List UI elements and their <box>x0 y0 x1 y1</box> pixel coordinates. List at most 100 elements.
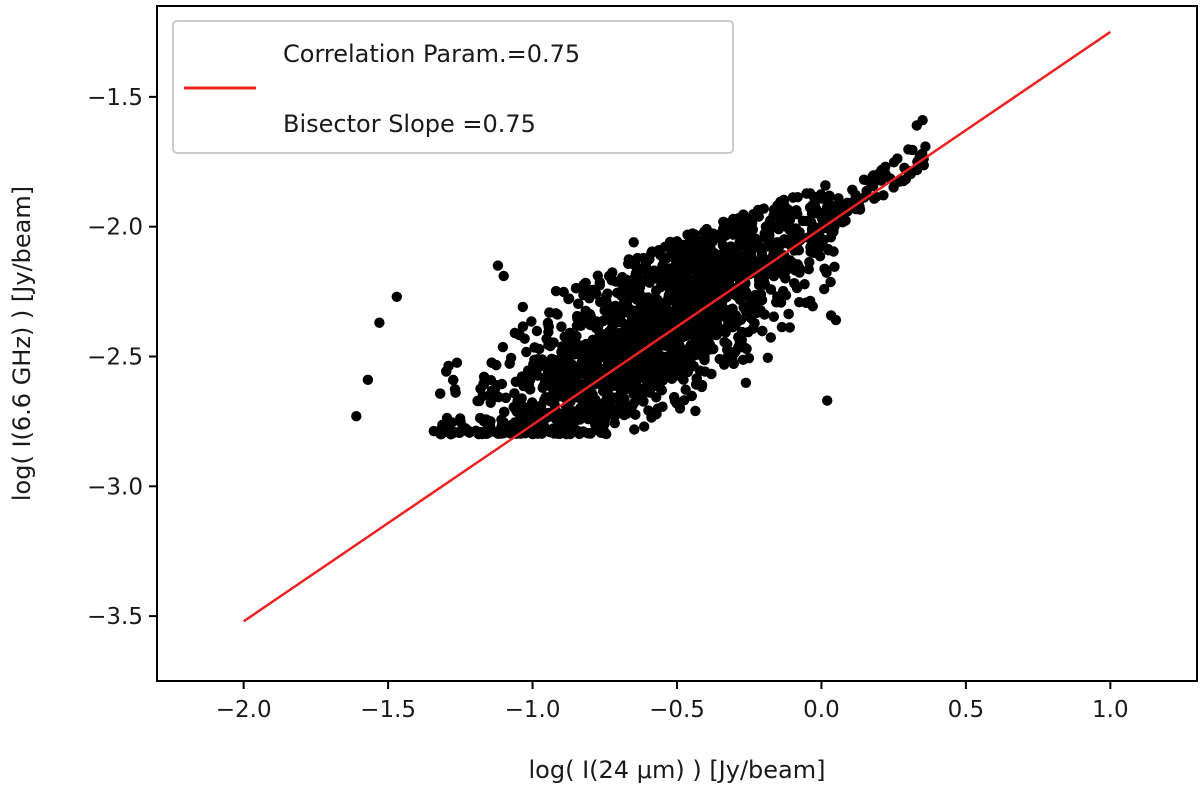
scatter-point <box>720 230 731 241</box>
scatter-point <box>750 240 762 251</box>
scatter-point <box>627 400 638 411</box>
scatter-point <box>718 216 729 228</box>
scatter-point <box>666 246 677 257</box>
scatter-point <box>587 334 598 346</box>
scatter-point <box>570 283 582 294</box>
scatter-point <box>691 379 702 390</box>
scatter-point <box>730 346 741 357</box>
scatter-point <box>446 417 458 428</box>
scatter-point <box>647 347 658 359</box>
scatter-point <box>547 396 558 407</box>
scatter-point <box>698 318 709 330</box>
scatter-point <box>512 395 523 407</box>
scatter-point <box>740 377 752 388</box>
scatter-point <box>587 368 598 379</box>
scatter-point <box>757 325 768 337</box>
scatter-point <box>625 318 636 329</box>
scatter-point <box>789 278 800 289</box>
scatter-point <box>489 384 500 396</box>
scatter-point <box>762 241 773 252</box>
scatter-point <box>750 305 761 316</box>
scatter-point <box>668 284 679 295</box>
scatter-point <box>729 289 741 300</box>
scatter-point <box>532 370 543 381</box>
scatter-point <box>610 300 621 312</box>
scatter-point <box>861 185 872 197</box>
scatter-point <box>710 268 721 279</box>
scatter-point <box>847 184 858 195</box>
scatter-point <box>527 408 538 419</box>
scatter-point <box>526 400 537 411</box>
scatter-point <box>720 245 732 256</box>
scatter-point <box>756 280 768 291</box>
scatter-point <box>590 288 602 299</box>
scatter-point <box>728 358 739 369</box>
scatter-point <box>630 409 641 420</box>
scatter-point <box>612 287 623 298</box>
y-tick-label: −3.0 <box>87 474 143 500</box>
scatter-point <box>580 357 591 368</box>
scatter-point <box>604 373 616 384</box>
scatter-point <box>472 395 483 407</box>
x-tick-label: 1.0 <box>1092 697 1129 723</box>
scatter-point <box>722 264 733 276</box>
scatter-point <box>518 380 529 392</box>
scatter-point <box>547 423 559 434</box>
scatter-point <box>657 264 669 275</box>
scatter-point <box>665 236 676 248</box>
scatter-point <box>820 180 831 191</box>
scatter-point <box>454 427 465 438</box>
scatter-point <box>629 424 640 435</box>
scatter-point <box>736 326 748 338</box>
scatter-point <box>773 223 784 235</box>
x-tick-label: −2.0 <box>216 697 272 723</box>
scatter-point <box>840 215 851 226</box>
scatter-point <box>485 397 496 408</box>
scatter-point <box>662 352 673 364</box>
scatter-point <box>646 412 657 423</box>
scatter-point <box>391 291 402 302</box>
scatter-point <box>563 293 574 305</box>
scatter-point <box>753 211 764 222</box>
y-tick-label: −3.5 <box>87 604 143 630</box>
scatter-point <box>807 199 818 211</box>
scatter-point <box>580 305 591 317</box>
scatter-point <box>517 321 529 332</box>
scatter-point <box>598 425 609 436</box>
scatter-point <box>800 297 812 308</box>
scatter-point <box>892 153 903 164</box>
scatter-point <box>797 215 809 227</box>
scatter-point <box>780 273 791 284</box>
scatter-point <box>686 244 697 255</box>
scatter-point <box>565 428 576 440</box>
scatter-point <box>481 414 492 425</box>
scatter-point <box>582 401 593 412</box>
scatter-point <box>618 386 629 397</box>
scatter-point <box>636 294 648 306</box>
y-tick-label: −2.0 <box>87 215 143 241</box>
scatter-point <box>503 427 515 438</box>
scatter-point <box>573 298 584 309</box>
scatter-point <box>591 359 603 371</box>
scatter-point <box>601 395 612 406</box>
scatter-point <box>587 349 598 361</box>
scatter-point <box>726 316 738 327</box>
scatter-point <box>702 270 713 281</box>
scatter-point <box>728 257 739 269</box>
scatter-point <box>655 249 666 261</box>
scatter-point <box>820 205 832 217</box>
scatter-point <box>805 241 816 253</box>
scatter-point <box>776 321 788 333</box>
scatter-point <box>580 287 591 298</box>
scatter-point <box>451 357 463 368</box>
scatter-point <box>521 346 532 358</box>
scatter-point <box>525 366 536 377</box>
fit-line-layer <box>242 30 1112 623</box>
scatter-point <box>648 381 659 392</box>
scatter-point <box>555 378 567 389</box>
scatter-point <box>474 427 485 438</box>
scatter-point <box>656 385 667 396</box>
scatter-point <box>535 400 547 411</box>
scatter-point <box>896 175 908 186</box>
